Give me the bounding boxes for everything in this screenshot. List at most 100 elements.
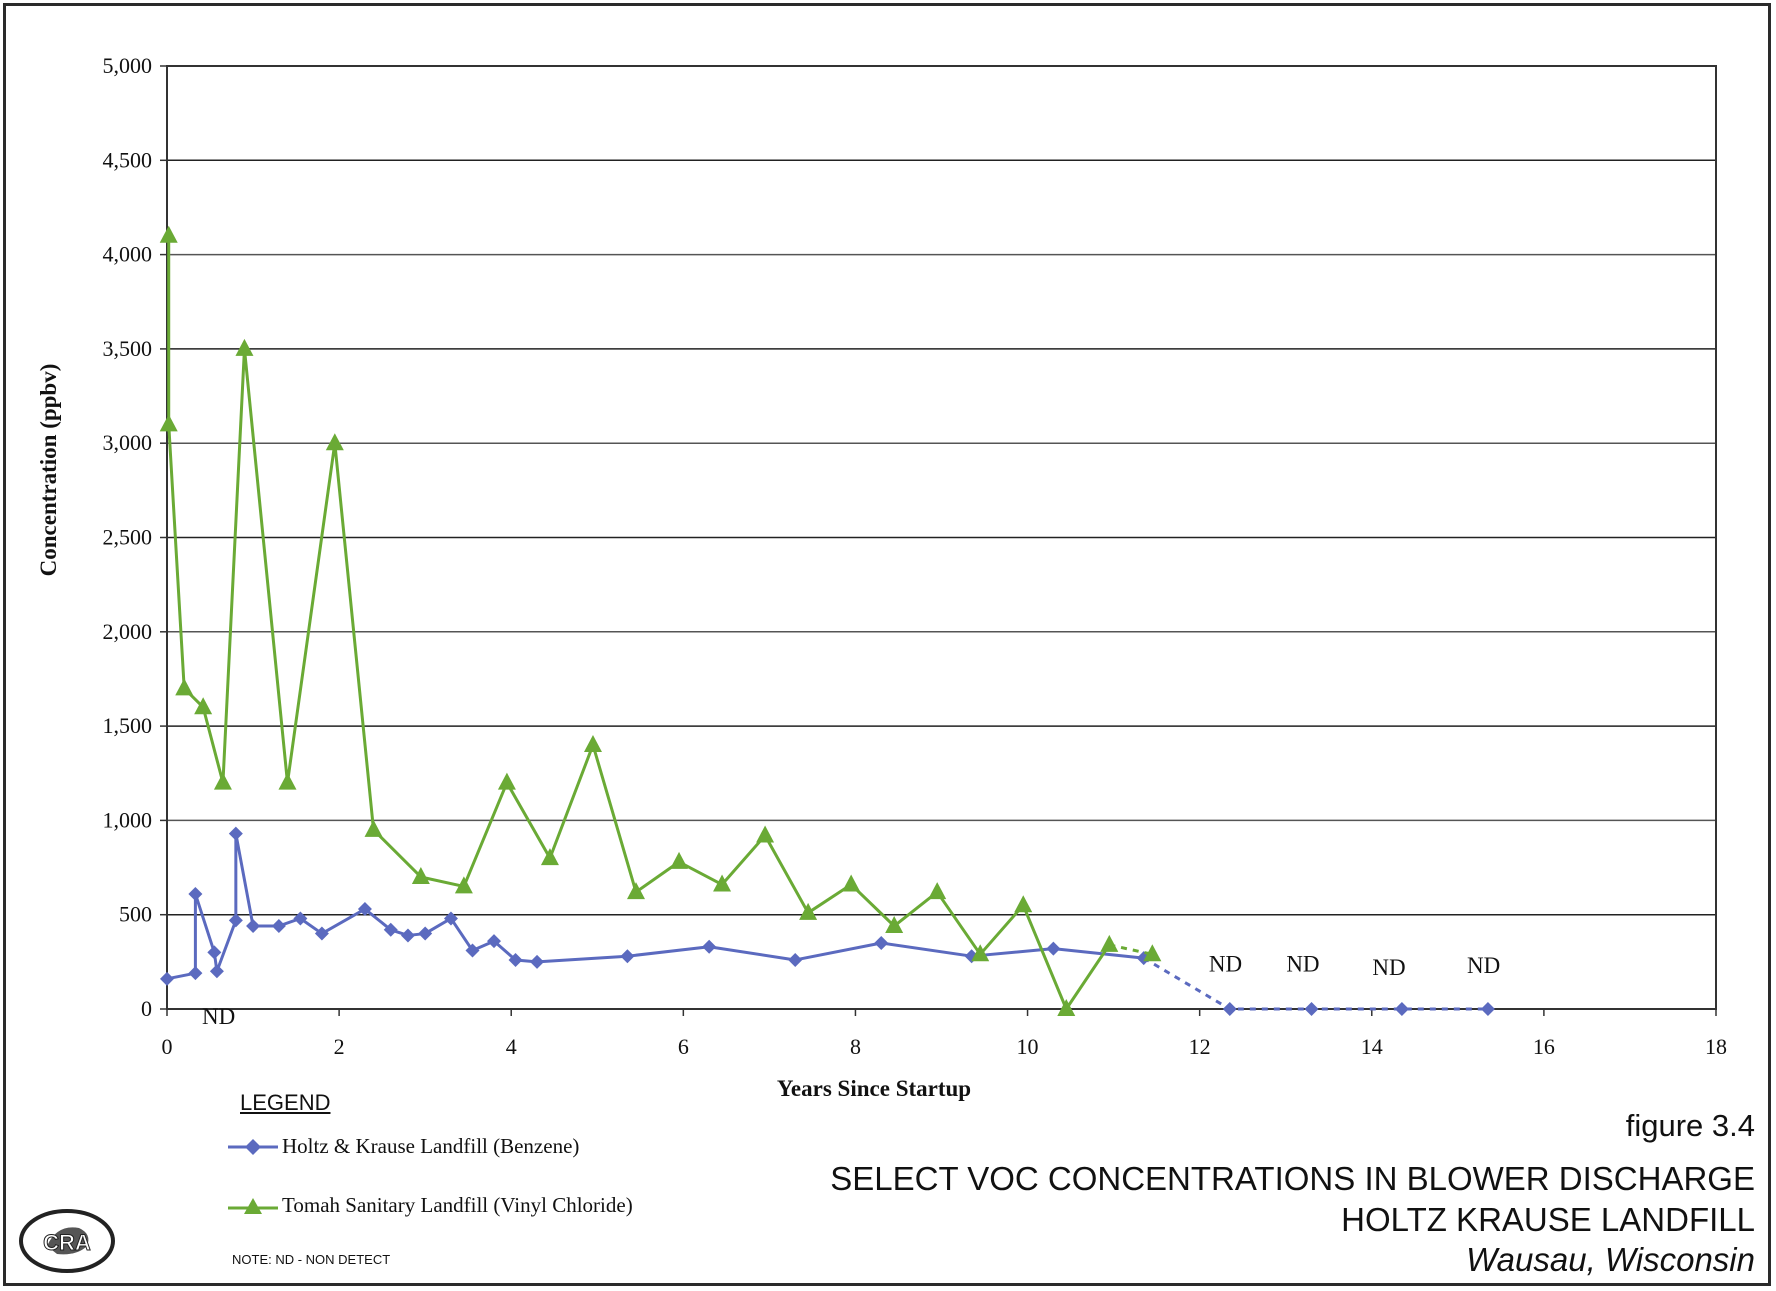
y-tick-label: 0	[141, 996, 152, 1021]
y-tick-label: 500	[119, 902, 152, 927]
data-point	[160, 971, 174, 986]
x-tick-label: 8	[850, 1034, 861, 1059]
nd-annotation: ND	[1286, 951, 1319, 976]
x-tick-label: 16	[1533, 1034, 1555, 1059]
figure-title: SELECT VOC CONCENTRATIONS IN BLOWER DISC…	[830, 1160, 1755, 1197]
data-point	[357, 902, 372, 917]
series-line	[166, 832, 1144, 981]
series-1	[159, 225, 1162, 1016]
data-point	[278, 772, 297, 790]
nd-annotation: ND	[1372, 955, 1405, 980]
figure-number: figure 3.4	[1625, 1108, 1755, 1143]
data-point	[228, 913, 243, 928]
series-0	[160, 826, 1495, 1016]
y-tick-label: 4,500	[103, 147, 153, 172]
y-tick-label: 4,000	[103, 242, 153, 267]
nd-annotation: ND	[1467, 953, 1500, 978]
data-point	[799, 902, 818, 920]
data-point	[971, 944, 990, 962]
x-tick-label: 12	[1189, 1034, 1211, 1059]
y-axis-title: Concentration (ppbv)	[36, 364, 61, 577]
data-point	[418, 926, 433, 941]
data-point	[702, 939, 717, 954]
y-tick-label: 3,000	[103, 430, 153, 455]
data-point	[194, 697, 213, 715]
series-group	[159, 225, 1495, 1016]
x-tick-label: 18	[1705, 1034, 1727, 1059]
data-point	[188, 886, 203, 901]
legend-label-benzene: Holtz & Krause Landfill (Benzene)	[282, 1134, 580, 1158]
data-point	[325, 433, 344, 451]
x-tick-label: 0	[162, 1034, 173, 1059]
figure-location: Wausau, Wisconsin	[1466, 1241, 1755, 1278]
data-point	[235, 338, 254, 356]
data-point	[443, 911, 458, 926]
x-tick-label: 2	[334, 1034, 345, 1059]
gridlines	[160, 65, 1717, 1016]
legend-benzene-marker	[228, 1138, 278, 1155]
note-text: NOTE: ND - NON DETECT	[232, 1252, 391, 1267]
data-point	[1046, 941, 1061, 956]
plot-area	[166, 65, 1717, 1010]
y-tick-label: 2,500	[103, 525, 153, 550]
y-tick-label: 1,000	[103, 807, 153, 832]
data-point	[159, 414, 178, 432]
legend-label-vinyl-chloride: Tomah Sanitary Landfill (Vinyl Chloride)	[282, 1193, 633, 1217]
data-point	[1057, 999, 1076, 1016]
data-point	[246, 919, 261, 934]
data-point	[314, 926, 329, 941]
x-tick-label: 4	[506, 1034, 517, 1059]
legend-item-benzene: Holtz & Krause Landfill (Benzene)	[228, 1134, 579, 1159]
logo-text: CRA	[43, 1230, 91, 1255]
data-point	[1480, 1002, 1495, 1016]
data-point	[207, 945, 222, 960]
data-point	[842, 874, 861, 892]
annotations: ND ND ND ND ND	[202, 951, 1500, 1029]
data-point	[583, 734, 602, 752]
data-point	[465, 943, 480, 958]
y-tick-label: 5,000	[103, 53, 153, 78]
data-point	[400, 928, 415, 943]
y-tick-label: 1,500	[103, 713, 153, 738]
x-tick-label: 10	[1017, 1034, 1039, 1059]
data-point	[1394, 1002, 1409, 1016]
x-axis-title: Years Since Startup	[777, 1076, 971, 1101]
nd-annotation: ND	[1209, 951, 1242, 976]
data-point	[188, 966, 203, 981]
data-point	[928, 882, 947, 900]
x-tick-label: 6	[678, 1034, 689, 1059]
data-point	[1100, 934, 1119, 952]
data-point	[487, 934, 502, 949]
data-point	[175, 678, 194, 696]
data-point	[213, 772, 232, 790]
data-point	[228, 826, 243, 841]
data-point	[497, 772, 516, 790]
data-point	[885, 916, 904, 934]
data-point	[1304, 1002, 1319, 1016]
legend-title: LEGEND	[240, 1090, 331, 1115]
figure-frame	[3, 3, 1771, 1286]
y-tick-labels: 0 500 1,000 1,500 2,000 2,500 3,000 3,500 4,000 4…	[103, 53, 153, 1021]
data-point	[383, 922, 398, 937]
legend-item-vinyl-chloride: Tomah Sanitary Landfill (Vinyl Chloride)	[228, 1193, 633, 1218]
x-tick-labels: 0 2 4 6 8 10 12 14 16 18	[162, 1034, 1728, 1059]
series-nd-line	[1108, 943, 1153, 956]
data-point	[874, 935, 889, 950]
data-point	[271, 919, 286, 934]
figure-site: HOLTZ KRAUSE LANDFILL	[1341, 1201, 1755, 1238]
legend-vinyl-chloride-marker	[228, 1197, 278, 1214]
data-point	[627, 882, 646, 900]
nd-annotation: ND	[202, 1004, 235, 1029]
data-point	[530, 954, 545, 969]
data-point	[713, 874, 732, 892]
cra-logo: CRA	[19, 1209, 115, 1273]
data-point	[1014, 895, 1033, 913]
data-point	[364, 819, 383, 837]
data-point	[411, 866, 430, 884]
data-point	[670, 851, 689, 869]
data-point	[756, 825, 775, 843]
data-point	[540, 848, 559, 866]
data-point	[508, 952, 523, 967]
data-point	[159, 225, 178, 243]
